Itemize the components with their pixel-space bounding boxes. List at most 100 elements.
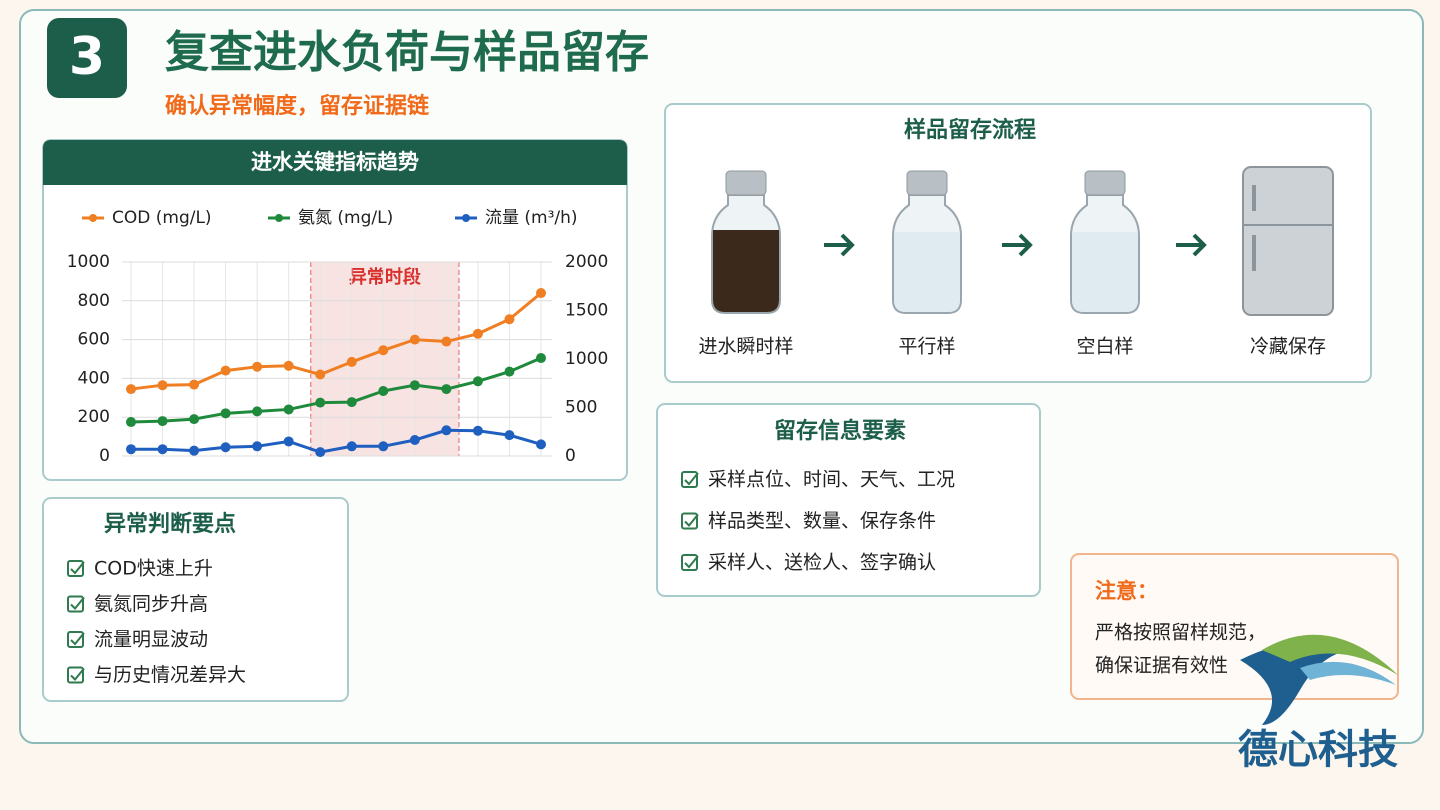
- y-tick-label: 400: [78, 368, 110, 388]
- y2-tick-label: 2000: [565, 252, 608, 272]
- data-point: [157, 444, 168, 455]
- data-point: [378, 441, 389, 452]
- series-line: [130, 291, 542, 391]
- checkbox: [681, 554, 698, 571]
- data-point: [378, 345, 389, 356]
- note-line: 严格按照留样规范，: [1095, 622, 1266, 644]
- subtitle: 确认异常幅度，留存证据链: [165, 93, 429, 119]
- note-title: 注意：: [1095, 579, 1158, 603]
- logo-text: 德心科技: [1238, 727, 1398, 773]
- y2-tick-label: 1500: [565, 301, 608, 321]
- data-point: [441, 336, 452, 347]
- data-point: [472, 425, 483, 436]
- info-panel: [656, 403, 1041, 597]
- data-point: [504, 314, 515, 325]
- y2-tick-label: 0: [565, 446, 576, 466]
- check-item: COD快速上升: [94, 558, 213, 580]
- flow-step: 平行样: [898, 336, 955, 358]
- parallel-sample-bottle: [892, 170, 962, 314]
- data-point: [220, 365, 231, 376]
- data-point: [409, 434, 420, 445]
- raw-sample-bottle: [711, 170, 781, 314]
- step-badge: [47, 18, 127, 98]
- check-item: 氨氮同步升高: [94, 593, 208, 615]
- y-tick-label: 1000: [67, 252, 110, 272]
- y-tick-label: 800: [78, 291, 110, 311]
- series-line: [130, 356, 542, 424]
- data-point: [441, 384, 452, 395]
- y2-tick-label: 500: [565, 398, 597, 418]
- checkmark: [70, 561, 85, 575]
- panel-title: 样品留存流程: [904, 117, 1036, 143]
- chart-header: [43, 140, 627, 185]
- y-tick-label: 600: [78, 330, 110, 350]
- data-point: [189, 379, 200, 390]
- checkbox: [681, 471, 698, 488]
- data-point: [283, 360, 294, 371]
- legend-label: COD (mg/L): [112, 208, 212, 228]
- data-point: [315, 369, 326, 380]
- data-point: [346, 356, 357, 367]
- checkbox: [67, 595, 84, 613]
- highlight-band: [310, 262, 459, 456]
- data-point: [472, 328, 483, 339]
- data-point: [157, 416, 168, 427]
- checkbox: [67, 560, 84, 577]
- data-point: [536, 288, 546, 299]
- y-tick-label: 0: [99, 446, 110, 466]
- data-point: [126, 444, 136, 455]
- data-point: [220, 442, 231, 453]
- logo: 德心科技: [1238, 634, 1398, 773]
- flow-step: 空白样: [1076, 336, 1133, 358]
- note-line: 确保证据有效性: [1095, 655, 1228, 677]
- data-point: [441, 425, 452, 436]
- data-point: [252, 361, 263, 372]
- check-item: 与历史情况差异大: [94, 664, 246, 686]
- data-point: [252, 406, 263, 417]
- data-point: [283, 436, 294, 447]
- checkmark: [684, 472, 699, 486]
- data-point: [126, 417, 136, 428]
- check-item: 采样人、送检人、签字确认: [708, 552, 936, 574]
- blank-sample-bottle: [1070, 170, 1140, 314]
- legend-label: 流量 (m³/h): [485, 208, 578, 228]
- panel-title: 留存信息要素: [774, 418, 906, 444]
- annotation: 异常时段: [349, 266, 422, 288]
- chart: 异常时段 0 200 400 600 800 1000 0 500 1000 1500 2000 COD…: [67, 208, 609, 466]
- data-point: [409, 334, 420, 345]
- data-point: [220, 408, 231, 419]
- legend-dot: [275, 214, 283, 222]
- data-point: [378, 386, 389, 397]
- checkmark: [684, 555, 699, 569]
- data-point: [536, 353, 546, 364]
- flow-step: 进水瞬时样: [698, 336, 793, 358]
- page-title: 复查进水负荷与样品留存: [165, 27, 649, 78]
- data-point: [472, 376, 483, 387]
- data-point: [157, 380, 168, 391]
- checkbox: [67, 631, 84, 648]
- flow-step: 冷藏保存: [1250, 336, 1326, 358]
- legend-dot: [89, 214, 97, 222]
- checkmark: [70, 667, 85, 681]
- chart-title: 进水关键指标趋势: [251, 150, 419, 174]
- data-point: [126, 384, 136, 395]
- data-point: [315, 447, 326, 458]
- check-item: 采样点位、时间、天气、工况: [708, 469, 955, 491]
- series-line: [131, 428, 542, 454]
- check-item: 样品类型、数量、保存条件: [708, 510, 936, 532]
- checkmark: [70, 596, 85, 610]
- flow-arrows: [824, 233, 1207, 257]
- step-number: 3: [69, 27, 105, 87]
- data-point: [504, 430, 515, 441]
- data-point: [409, 380, 420, 391]
- check-item: 流量明显波动: [94, 629, 208, 651]
- checkbox: [681, 512, 698, 530]
- data-point: [283, 404, 294, 415]
- checkmark: [70, 632, 85, 646]
- panel-title: 异常判断要点: [104, 511, 236, 537]
- checkmark: [684, 513, 699, 527]
